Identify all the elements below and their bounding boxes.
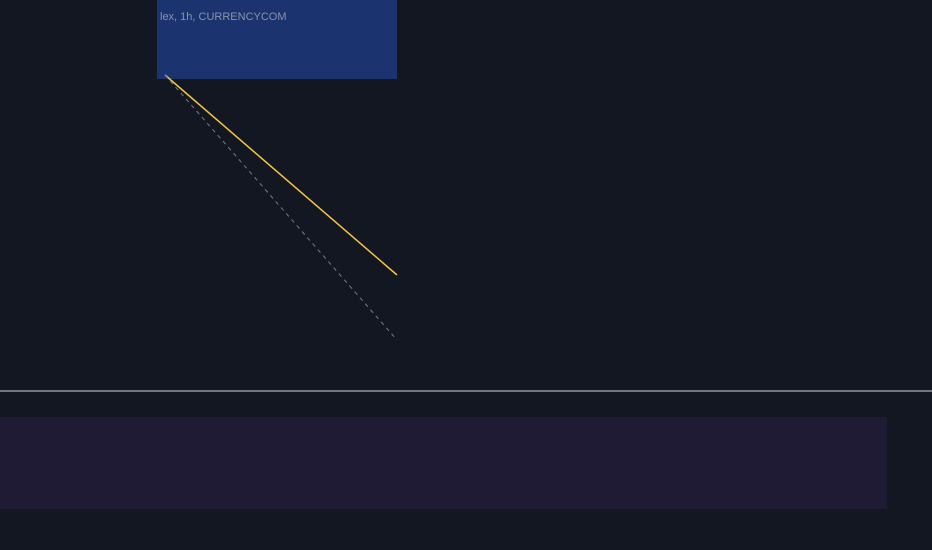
fib-range-box xyxy=(157,0,397,79)
fib-diagonal xyxy=(164,74,398,341)
chart-title: lex, 1h, CURRENCYCOM xyxy=(160,11,287,23)
trend-line xyxy=(164,74,398,276)
rsi-band xyxy=(0,417,887,509)
